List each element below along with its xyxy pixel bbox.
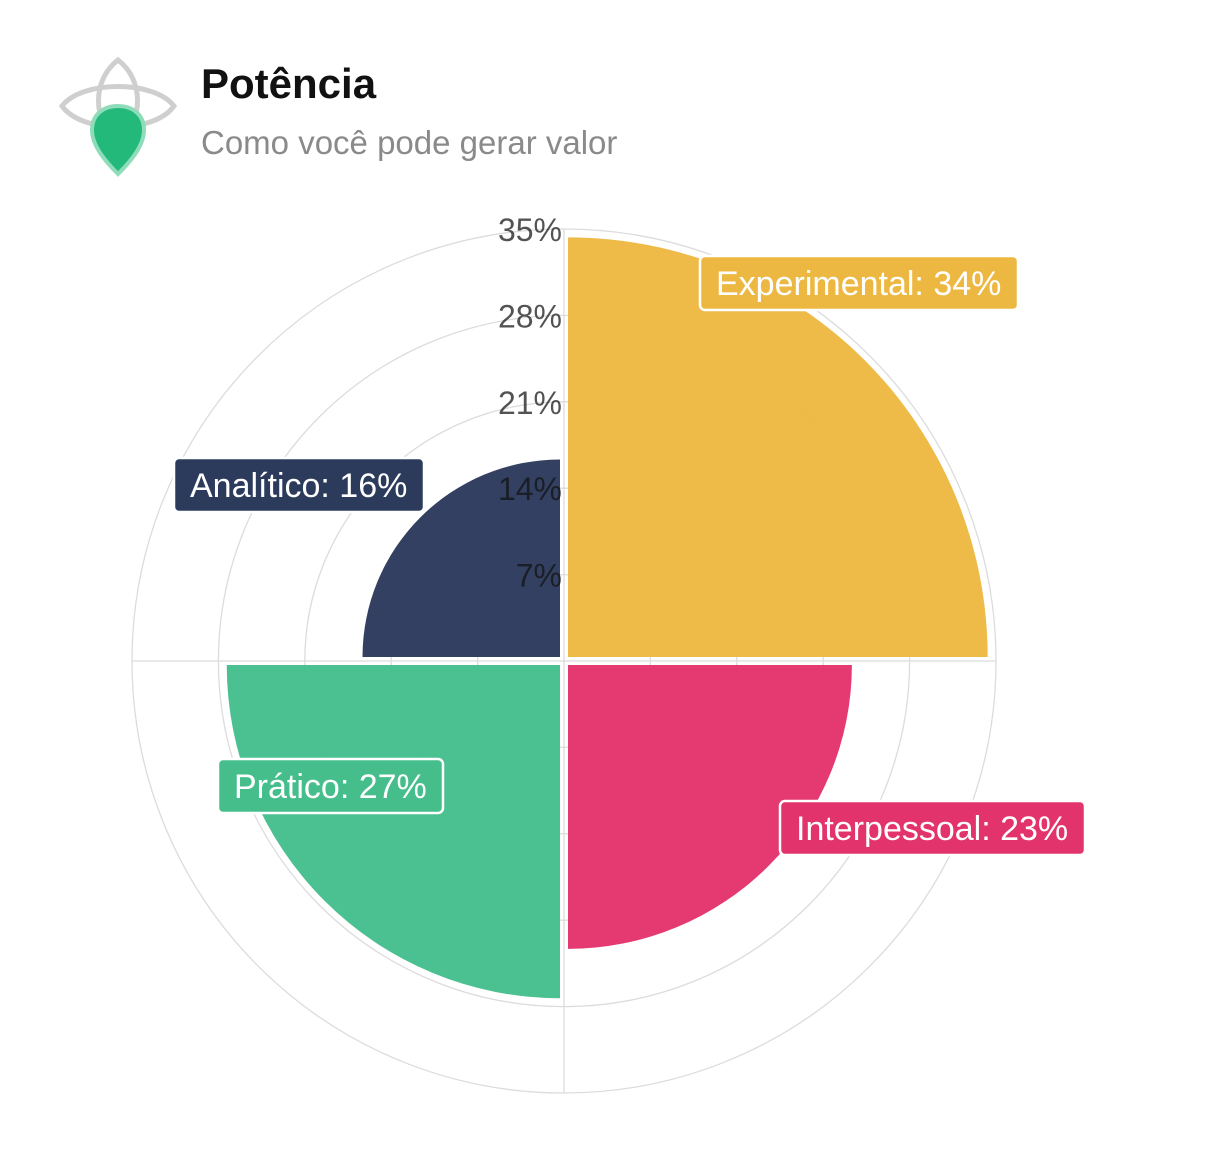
tick-label-7: 7% xyxy=(516,558,562,594)
chart-wedges xyxy=(226,237,988,999)
data-label-box xyxy=(172,456,426,514)
tick-label-28: 28% xyxy=(498,298,562,334)
chart-grid xyxy=(131,228,997,1094)
data-label-analitico: Analítico: 16% xyxy=(172,456,426,514)
wedge-pratico[interactable] xyxy=(226,665,560,999)
radial-ticks: 7% 14% 21% 28% 35% xyxy=(498,212,562,594)
page-subtitle: Como você pode gerar valor xyxy=(201,124,618,161)
eye-drop-icon xyxy=(58,56,178,177)
wedge-analitico[interactable] xyxy=(362,459,560,657)
data-label-experimental: Experimental: 34% xyxy=(698,254,1020,312)
data-label-text: Prático: 27% xyxy=(234,768,427,806)
data-label-text: Analítico: 16% xyxy=(190,467,407,505)
data-label-box xyxy=(778,799,1087,857)
data-label-interpessoal: Interpessoal: 23% xyxy=(778,799,1087,857)
data-label-pratico: Prático: 27% xyxy=(216,757,445,815)
tick-label-35: 35% xyxy=(498,212,562,248)
data-label-box xyxy=(698,254,1020,312)
page-title: Potência xyxy=(201,60,377,107)
data-label-text: Experimental: 34% xyxy=(716,265,1001,303)
wedge-experimental[interactable] xyxy=(568,237,988,658)
tick-label-21: 21% xyxy=(498,385,562,421)
data-label-text: Interpessoal: 23% xyxy=(796,810,1068,848)
chart-header: Potência Como você pode gerar valor xyxy=(56,50,756,180)
data-labels: Experimental: 34% Interpessoal: 23% Prátic… xyxy=(172,254,1087,857)
tick-label-14: 14% xyxy=(498,471,562,507)
wedge-interpessoal[interactable] xyxy=(568,665,852,949)
data-label-box xyxy=(216,757,445,815)
